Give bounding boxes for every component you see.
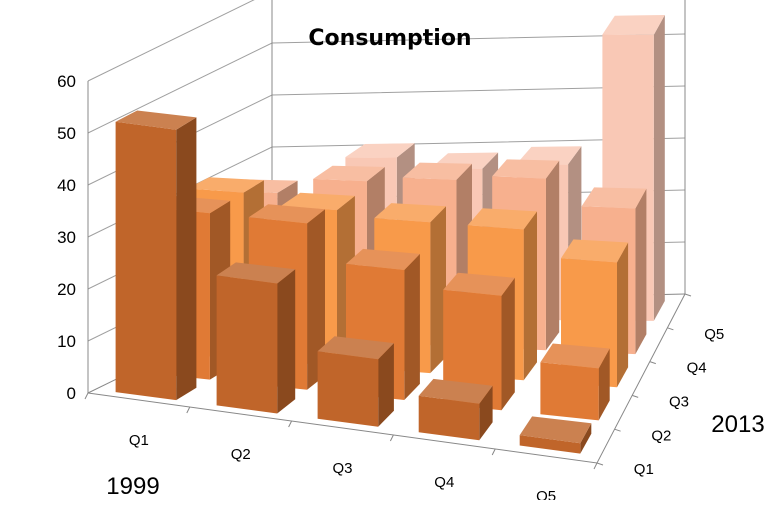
corner-label-left: 1999 <box>106 473 159 500</box>
bar-top-face <box>402 162 472 180</box>
bar-side-face <box>598 348 610 421</box>
bar-Q2-Q1 <box>216 262 296 414</box>
y-tick-label: 10 <box>57 332 76 351</box>
x-tick-label: Q1 <box>129 432 149 449</box>
bar-side-face <box>653 15 665 321</box>
z-tick-label: Q2 <box>651 427 671 444</box>
y-tick-label: 40 <box>57 176 76 195</box>
corner-label-right: 2013 <box>711 411 764 438</box>
y-tick-label: 60 <box>57 72 76 91</box>
bar-top-face <box>492 159 560 179</box>
bar-front-face <box>115 121 177 401</box>
bar-side-face <box>430 206 446 374</box>
gridline-60 <box>87 0 255 82</box>
x-tick-label: Q3 <box>332 460 352 477</box>
bar-side-face <box>580 423 592 454</box>
bar-side-face <box>404 253 420 400</box>
bar-top-face <box>374 203 446 223</box>
z-tick-mark <box>649 361 656 365</box>
z-tick-mark <box>632 394 639 398</box>
z-tick-mark <box>684 293 692 297</box>
bar-front-face <box>216 275 278 414</box>
x-tick-label: Q5 <box>536 488 556 500</box>
bar-top-face <box>602 15 665 35</box>
y-tick-label: 30 <box>57 228 76 247</box>
bar-top-face <box>540 343 610 369</box>
bar-top-face <box>346 248 420 270</box>
bar-top-face <box>519 416 592 444</box>
bar-side-face <box>523 211 537 381</box>
bar-top-face <box>561 239 629 263</box>
z-tick-label: Q4 <box>687 360 707 377</box>
bar-side-face <box>479 385 493 441</box>
bar-Q5-Q1 <box>519 416 592 454</box>
bar-front-face <box>418 395 480 441</box>
z-tick-mark <box>614 428 621 432</box>
x-tick-mark <box>389 434 394 442</box>
x-tick-label: Q2 <box>231 446 251 463</box>
bar-side-face <box>635 188 647 355</box>
bar-top-face <box>581 187 647 209</box>
x-tick-mark <box>288 420 293 428</box>
bar-Q4-Q1 <box>418 378 493 441</box>
bar-Q1-Q1 <box>115 110 197 401</box>
chart-bars <box>115 15 665 454</box>
bar-front-face <box>317 351 379 427</box>
bar-Q4-Q2 <box>443 272 515 411</box>
x-tick-label: Q4 <box>434 474 454 491</box>
x-tick-mark <box>491 448 496 456</box>
z-tick-mark <box>667 327 674 331</box>
bar-Q5-Q2 <box>540 343 610 421</box>
bar-top-face <box>516 146 582 165</box>
bar-side-face <box>176 117 197 401</box>
x-tick-mark <box>593 462 598 470</box>
bar-top-face <box>216 262 296 284</box>
z-tick-label: Q5 <box>704 326 724 343</box>
bar-side-face <box>277 269 296 414</box>
bar-front-face <box>519 435 581 454</box>
bar-top-face <box>418 378 493 404</box>
bar-top-face <box>345 143 415 158</box>
bar-side-face <box>545 160 560 351</box>
x-tick-mark <box>186 406 191 414</box>
y-tick-label: 0 <box>67 384 76 403</box>
bar-top-face <box>313 165 385 182</box>
chart-title: Consumption <box>308 26 471 51</box>
bar-top-face <box>317 336 394 360</box>
bar-Q3-Q1 <box>317 336 394 427</box>
z-tick-label: Q3 <box>669 394 689 411</box>
y-tick-label: 50 <box>57 124 76 143</box>
z-tick-label: Q1 <box>634 461 654 478</box>
bar-front-face <box>443 289 502 411</box>
y-tick-label: 20 <box>57 280 76 299</box>
bar-side-face <box>378 343 394 427</box>
bar-side-face <box>307 209 325 390</box>
z-tick-mark <box>596 462 604 466</box>
bar-top-face <box>467 208 537 230</box>
bar-top-face <box>115 110 197 130</box>
bar-side-face <box>501 277 515 411</box>
bar-side-face <box>617 242 629 388</box>
bar-top-face <box>281 192 355 211</box>
x-tick-mark <box>84 392 89 400</box>
bar-top-face <box>248 204 325 224</box>
bar-top-face <box>187 177 264 193</box>
bar-front-face <box>540 362 599 421</box>
bar-top-face <box>443 272 515 296</box>
chart-labels: 0 10 20 30 40 50 60 Q1 Q2 Q3 Q4 Q5 Q1 Q2 Q3 Q4 Q5 <box>57 72 724 505</box>
